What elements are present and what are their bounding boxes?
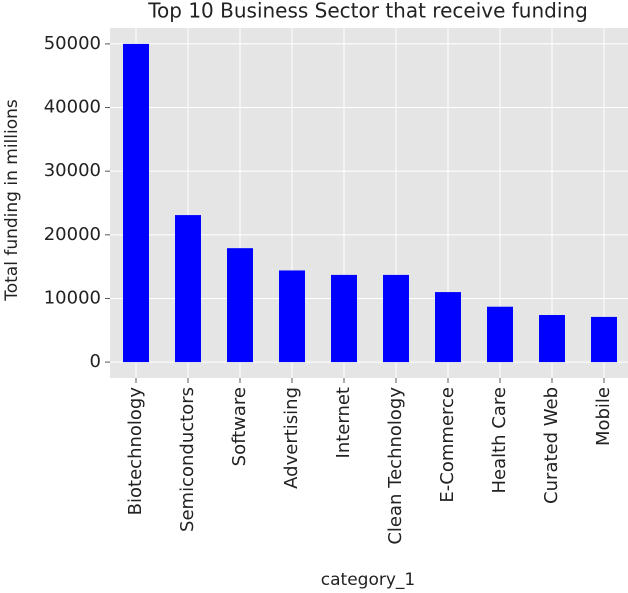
bar — [331, 274, 357, 363]
x-axis-label: category_1 — [321, 570, 415, 590]
y-tick-label: 10000 — [44, 287, 101, 308]
bar — [383, 274, 409, 363]
x-tick-label: Advertising — [281, 387, 302, 489]
x-tick-label: Semiconductors — [177, 387, 198, 532]
bar — [591, 316, 617, 363]
chart-title: Top 10 Business Sector that receive fund… — [147, 0, 588, 23]
bar — [123, 43, 149, 363]
x-tick-label: Biotechnology — [125, 387, 146, 516]
bar — [539, 315, 565, 363]
y-tick-label: 0 — [90, 351, 101, 372]
y-axis-label: Total funding in millions — [2, 99, 22, 302]
x-tick-label: Health Care — [489, 387, 510, 494]
bar — [435, 292, 461, 363]
x-tick-label: Software — [229, 387, 250, 466]
y-tick-label: 30000 — [44, 160, 101, 181]
y-tick-label: 20000 — [44, 224, 101, 245]
y-tick-label: 40000 — [44, 97, 101, 118]
bar — [279, 270, 305, 363]
x-tick-label: Internet — [333, 387, 354, 458]
bar — [487, 306, 513, 363]
x-tick-label: Mobile — [593, 387, 614, 446]
x-tick-label: Clean Technology — [385, 387, 406, 545]
x-tick-label: E-Commerce — [437, 387, 458, 503]
x-tick-label: Curated Web — [541, 387, 562, 504]
bar — [175, 215, 201, 363]
y-tick-label: 50000 — [44, 33, 101, 54]
bar — [227, 248, 253, 363]
